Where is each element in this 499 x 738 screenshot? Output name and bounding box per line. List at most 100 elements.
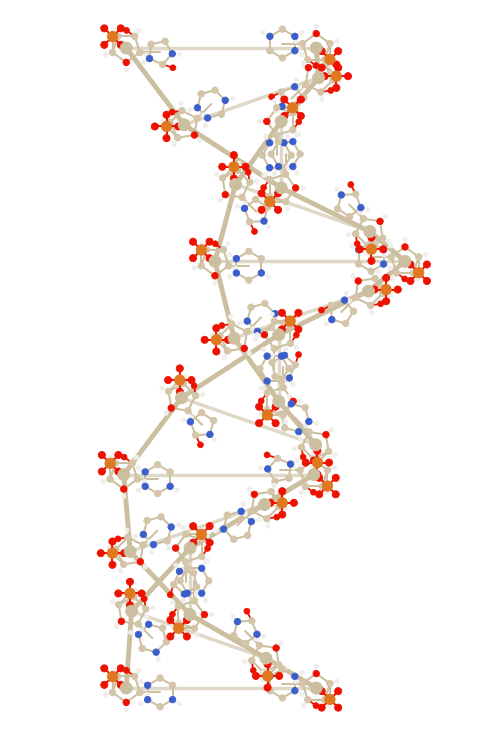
Circle shape bbox=[129, 460, 136, 466]
Circle shape bbox=[271, 318, 277, 324]
Circle shape bbox=[167, 592, 173, 598]
Circle shape bbox=[230, 179, 242, 190]
Circle shape bbox=[260, 669, 267, 676]
Circle shape bbox=[312, 72, 324, 84]
Circle shape bbox=[292, 446, 296, 450]
Circle shape bbox=[236, 204, 240, 209]
Circle shape bbox=[318, 688, 325, 694]
Circle shape bbox=[264, 466, 271, 472]
Circle shape bbox=[131, 33, 138, 40]
Circle shape bbox=[297, 112, 304, 120]
Circle shape bbox=[322, 481, 333, 492]
Circle shape bbox=[423, 252, 428, 257]
Circle shape bbox=[279, 103, 285, 109]
Circle shape bbox=[327, 680, 333, 687]
Circle shape bbox=[228, 332, 240, 344]
Circle shape bbox=[266, 47, 273, 54]
Circle shape bbox=[291, 83, 298, 90]
Circle shape bbox=[279, 511, 286, 518]
Circle shape bbox=[299, 670, 304, 675]
Circle shape bbox=[264, 378, 270, 384]
Circle shape bbox=[295, 325, 302, 333]
Circle shape bbox=[255, 333, 259, 337]
Circle shape bbox=[335, 39, 339, 44]
Circle shape bbox=[368, 268, 374, 275]
Circle shape bbox=[109, 49, 116, 55]
Circle shape bbox=[164, 538, 171, 544]
Circle shape bbox=[279, 666, 285, 672]
Circle shape bbox=[109, 455, 113, 459]
Circle shape bbox=[277, 497, 287, 508]
Circle shape bbox=[183, 633, 191, 640]
Circle shape bbox=[181, 591, 188, 597]
Circle shape bbox=[249, 618, 255, 624]
Circle shape bbox=[178, 52, 182, 57]
Circle shape bbox=[170, 611, 175, 617]
Circle shape bbox=[118, 568, 123, 573]
Circle shape bbox=[274, 514, 279, 520]
Circle shape bbox=[299, 52, 304, 57]
Circle shape bbox=[364, 251, 369, 255]
Circle shape bbox=[191, 625, 198, 632]
Circle shape bbox=[324, 467, 331, 474]
Circle shape bbox=[274, 190, 281, 197]
Circle shape bbox=[338, 192, 345, 199]
Circle shape bbox=[326, 56, 330, 61]
Circle shape bbox=[335, 688, 342, 694]
Circle shape bbox=[201, 393, 205, 396]
Circle shape bbox=[103, 52, 108, 57]
Circle shape bbox=[183, 374, 187, 379]
Circle shape bbox=[134, 455, 139, 459]
Circle shape bbox=[261, 184, 266, 190]
Circle shape bbox=[261, 670, 265, 675]
Circle shape bbox=[289, 138, 296, 145]
Circle shape bbox=[286, 375, 292, 382]
Circle shape bbox=[124, 668, 129, 673]
Circle shape bbox=[144, 697, 151, 703]
Circle shape bbox=[222, 355, 227, 359]
Circle shape bbox=[187, 418, 194, 425]
Circle shape bbox=[388, 292, 392, 297]
Circle shape bbox=[299, 490, 303, 494]
Circle shape bbox=[283, 347, 287, 351]
Circle shape bbox=[172, 142, 177, 146]
Circle shape bbox=[163, 638, 170, 645]
Circle shape bbox=[247, 351, 251, 356]
Circle shape bbox=[402, 276, 408, 282]
Circle shape bbox=[379, 235, 386, 241]
Circle shape bbox=[117, 665, 124, 672]
Circle shape bbox=[301, 61, 305, 65]
Circle shape bbox=[136, 488, 140, 492]
Circle shape bbox=[220, 246, 227, 253]
Circle shape bbox=[248, 518, 254, 525]
Circle shape bbox=[241, 502, 246, 506]
Circle shape bbox=[101, 25, 108, 32]
Circle shape bbox=[231, 96, 235, 100]
Circle shape bbox=[261, 30, 265, 35]
Circle shape bbox=[218, 198, 223, 202]
Circle shape bbox=[243, 201, 248, 206]
Circle shape bbox=[310, 439, 322, 451]
Circle shape bbox=[242, 163, 249, 170]
Circle shape bbox=[274, 108, 278, 113]
Circle shape bbox=[141, 596, 147, 601]
Circle shape bbox=[376, 270, 380, 274]
Circle shape bbox=[243, 659, 247, 663]
Circle shape bbox=[328, 88, 334, 93]
Circle shape bbox=[327, 41, 333, 46]
Circle shape bbox=[320, 97, 324, 101]
Circle shape bbox=[211, 417, 217, 424]
Circle shape bbox=[169, 109, 175, 115]
Circle shape bbox=[210, 613, 214, 617]
Circle shape bbox=[335, 64, 342, 71]
Circle shape bbox=[206, 523, 213, 530]
Circle shape bbox=[207, 431, 213, 438]
Circle shape bbox=[271, 345, 277, 352]
Circle shape bbox=[250, 667, 256, 673]
Circle shape bbox=[324, 490, 329, 494]
Circle shape bbox=[287, 394, 291, 399]
Circle shape bbox=[272, 99, 277, 103]
Circle shape bbox=[279, 488, 286, 494]
Circle shape bbox=[176, 388, 183, 396]
Circle shape bbox=[327, 63, 331, 68]
